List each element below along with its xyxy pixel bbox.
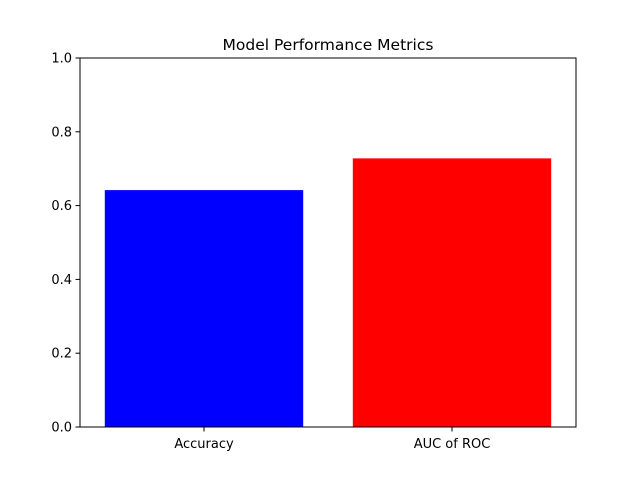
chart-title: Model Performance Metrics xyxy=(223,36,434,54)
bar-accuracy xyxy=(104,190,304,427)
y-tick-label: 1.0 xyxy=(51,52,72,67)
bars-layer xyxy=(104,158,552,427)
bar-auc-of-roc xyxy=(352,158,552,427)
axes-layer: Accuracy AUC of ROC 0.0 0.2 0.4 0.6 0.8 1.0 xyxy=(51,52,577,452)
y-tick-label: 0.8 xyxy=(51,125,72,140)
plot-frame xyxy=(79,57,577,428)
x-tick-label: Accuracy xyxy=(174,437,234,452)
y-tick-label: 0.6 xyxy=(51,199,72,214)
x-tick-label: AUC of ROC xyxy=(414,437,491,452)
y-tick-label: 0.2 xyxy=(51,347,72,362)
y-tick-label: 0.0 xyxy=(51,421,72,436)
y-tick-label: 0.4 xyxy=(51,273,72,288)
